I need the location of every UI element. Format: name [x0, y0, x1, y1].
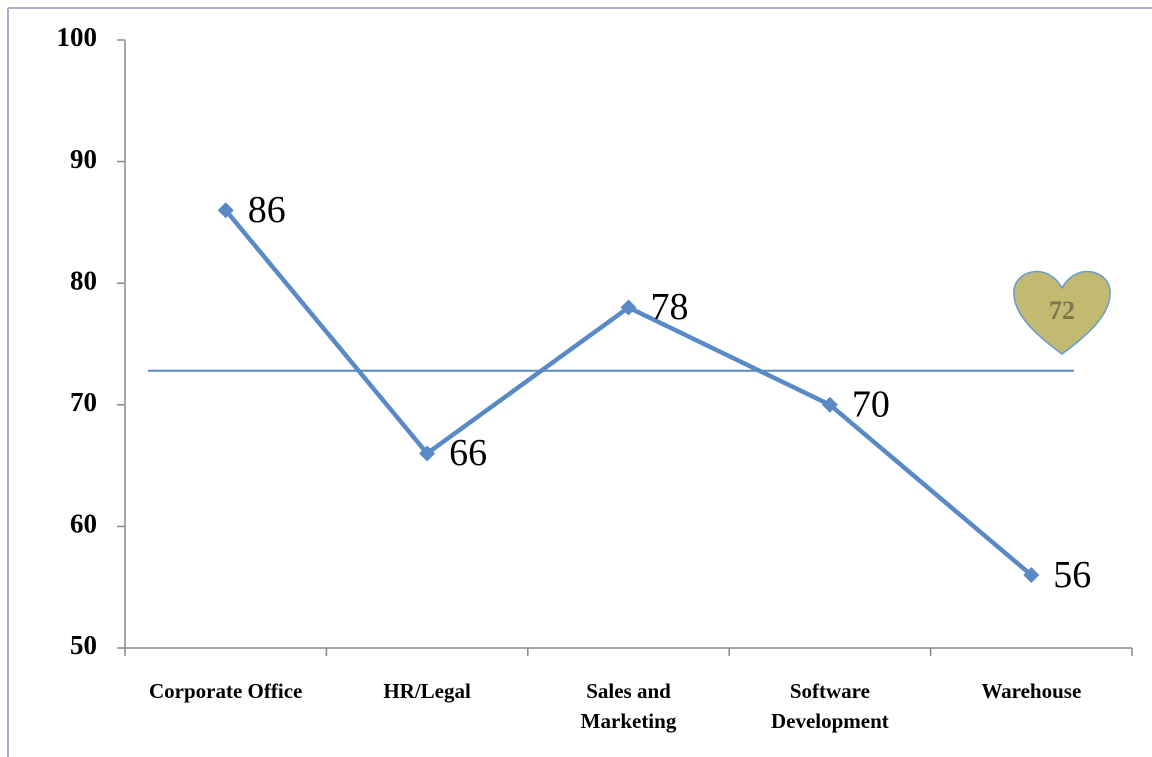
y-tick-label: 70 [70, 387, 97, 417]
x-tick-label: Warehouse [981, 679, 1082, 703]
annotation: 72 [1049, 296, 1075, 325]
data-label: 56 [1053, 554, 1091, 596]
heart-badge [1013, 270, 1111, 355]
line [223, 208, 1033, 577]
y-tick-label: 100 [57, 22, 98, 52]
marker [419, 445, 436, 462]
data-label: 78 [651, 286, 689, 328]
marker [620, 299, 637, 316]
y-tick-label: 90 [70, 144, 97, 174]
x-tick-label: Corporate Office [149, 679, 303, 703]
y-tick-label: 60 [70, 509, 97, 539]
y-tick-label: 80 [70, 265, 97, 295]
y-tick-label: 50 [70, 630, 97, 660]
data-label: 86 [248, 189, 286, 231]
marker [1023, 567, 1040, 584]
marker [821, 396, 838, 413]
data-label: 66 [449, 432, 487, 474]
x-tick-label: Sales and Marketing [580, 679, 677, 733]
x-tick-label: HR/Legal [383, 679, 471, 703]
x-tick-label: Software Development [770, 679, 889, 733]
marker [217, 202, 234, 219]
data-label: 70 [852, 384, 890, 426]
